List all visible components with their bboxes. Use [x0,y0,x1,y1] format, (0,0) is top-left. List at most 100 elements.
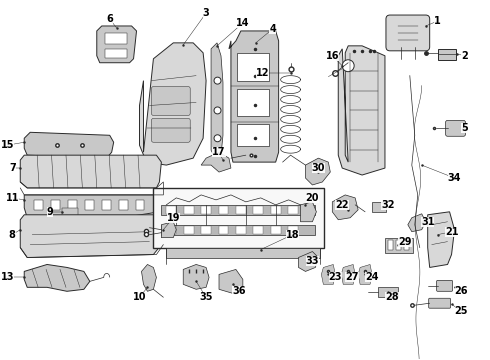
Text: 20: 20 [306,193,319,203]
Polygon shape [332,195,358,220]
Text: 8: 8 [9,230,16,240]
Bar [119,200,127,210]
Text: 19: 19 [167,213,180,223]
Bar [166,248,320,257]
Bar [438,49,456,60]
Bar [153,188,324,248]
Polygon shape [229,31,279,162]
Bar [288,226,298,234]
Bar [378,287,398,297]
Text: 5: 5 [461,123,468,133]
Bar [184,206,194,214]
Bar [372,202,386,212]
Text: 7: 7 [9,163,16,173]
Polygon shape [211,43,223,162]
Text: 18: 18 [286,230,299,240]
Circle shape [214,135,221,142]
Text: 24: 24 [365,273,379,282]
Text: 21: 21 [445,227,458,237]
Text: 15: 15 [0,140,14,150]
Text: 28: 28 [385,292,399,302]
Polygon shape [20,215,163,257]
Bar [270,206,281,214]
Bar [396,240,401,249]
Polygon shape [183,265,209,289]
Text: 4: 4 [270,24,276,34]
Bar [253,206,263,214]
Bar [51,200,60,210]
Text: 23: 23 [328,273,342,282]
Text: 3: 3 [203,8,209,18]
Text: 31: 31 [421,217,435,227]
Text: 9: 9 [47,207,53,217]
FancyBboxPatch shape [386,15,430,51]
Polygon shape [321,265,335,284]
Text: 29: 29 [398,237,412,247]
FancyBboxPatch shape [151,118,190,142]
Polygon shape [20,155,161,188]
Bar [388,240,393,249]
Text: 12: 12 [256,68,270,78]
Circle shape [342,60,354,72]
FancyBboxPatch shape [151,87,190,116]
Text: 35: 35 [199,292,213,302]
Text: 22: 22 [336,200,349,210]
Text: 34: 34 [448,173,461,183]
Text: 17: 17 [212,147,226,157]
Text: 36: 36 [232,286,245,296]
Bar [136,200,145,210]
Bar [166,206,176,214]
Bar [219,226,228,234]
Bar [385,238,413,253]
Text: 16: 16 [325,51,339,61]
Text: 10: 10 [133,292,146,302]
Text: 2: 2 [461,51,468,61]
Text: 26: 26 [455,286,468,296]
Bar [161,205,316,215]
Text: 1: 1 [434,16,441,26]
Bar [236,206,246,214]
Polygon shape [24,132,114,158]
Bar [34,200,43,210]
Bar [219,206,228,214]
Bar [102,200,111,210]
Polygon shape [201,152,231,172]
Bar [68,200,77,210]
Bar [85,200,94,210]
Text: 32: 32 [381,200,394,210]
Polygon shape [305,158,330,185]
Polygon shape [300,202,317,222]
Bar [237,124,269,146]
FancyBboxPatch shape [445,120,466,136]
Bar [253,226,263,234]
Polygon shape [161,222,176,238]
Polygon shape [24,265,90,291]
Polygon shape [338,46,385,175]
Polygon shape [358,265,372,284]
Bar [161,225,316,235]
FancyBboxPatch shape [429,298,450,308]
Text: 25: 25 [455,306,468,316]
Bar [62,208,78,216]
Text: 30: 30 [312,163,325,173]
Polygon shape [140,43,206,165]
Polygon shape [408,214,426,232]
Polygon shape [24,195,161,218]
Bar [184,226,194,234]
Bar [237,89,269,116]
Polygon shape [219,269,243,294]
Bar [288,206,298,214]
Bar [270,226,281,234]
Polygon shape [428,212,455,267]
Polygon shape [298,252,318,271]
Text: 6: 6 [106,14,113,24]
Bar [105,33,126,44]
Bar [201,206,211,214]
Circle shape [214,107,221,114]
Bar [404,240,409,249]
Text: 14: 14 [236,18,249,28]
Text: 33: 33 [306,256,319,266]
Bar [236,226,246,234]
FancyBboxPatch shape [437,280,453,291]
Text: 13: 13 [0,273,14,282]
